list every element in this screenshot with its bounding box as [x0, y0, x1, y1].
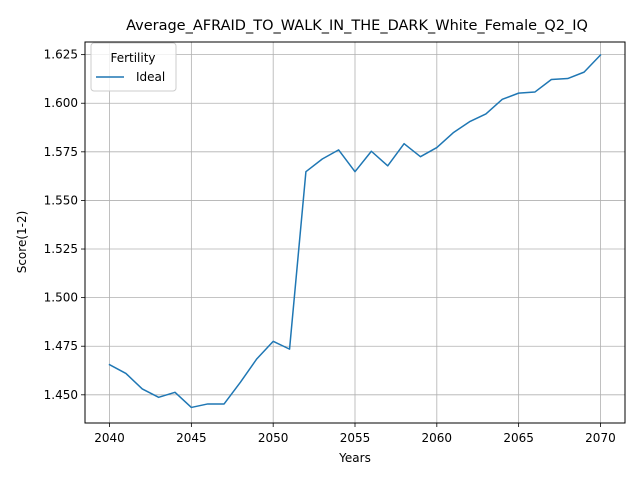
grid-lines — [85, 42, 625, 423]
x-axis-ticks: 2040 2045 2050 2055 2060 2065 2070 — [94, 423, 616, 445]
y-tick-label: 1.500 — [44, 291, 78, 305]
x-tick-label: 2065 — [503, 431, 534, 445]
legend-box — [90, 42, 177, 92]
x-tick-label: 2045 — [176, 431, 207, 445]
y-axis-label: Score(1-2) — [15, 211, 29, 274]
series-layer — [108, 53, 602, 409]
x-tick-label: 2070 — [585, 431, 616, 445]
y-axis-ticks: 1.450 1.475 1.500 1.525 1.550 1.575 1.600 1.625 — [44, 48, 85, 402]
x-tick-label: 2055 — [340, 431, 371, 445]
y-tick-label: 1.625 — [44, 48, 78, 62]
x-tick-label: 2040 — [94, 431, 125, 445]
legend-title: Fertility — [110, 51, 155, 65]
y-tick-label: 1.525 — [44, 242, 78, 256]
y-tick-label: 1.550 — [44, 193, 78, 207]
x-tick-label: 2060 — [422, 431, 453, 445]
y-tick-label: 1.600 — [44, 96, 78, 110]
legend: Fertility Ideal — [90, 42, 177, 92]
x-tick-label: 2050 — [258, 431, 289, 445]
y-tick-label: 1.475 — [44, 339, 78, 353]
y-tick-label: 1.575 — [44, 145, 78, 159]
y-tick-label: 1.450 — [44, 388, 78, 402]
legend-label-ideal: Ideal — [136, 70, 165, 84]
series-line-ideal — [108, 53, 602, 409]
x-axis-label: Years — [338, 451, 371, 465]
chart-title: Average_AFRAID_TO_WALK_IN_THE_DARK_White… — [126, 18, 588, 34]
